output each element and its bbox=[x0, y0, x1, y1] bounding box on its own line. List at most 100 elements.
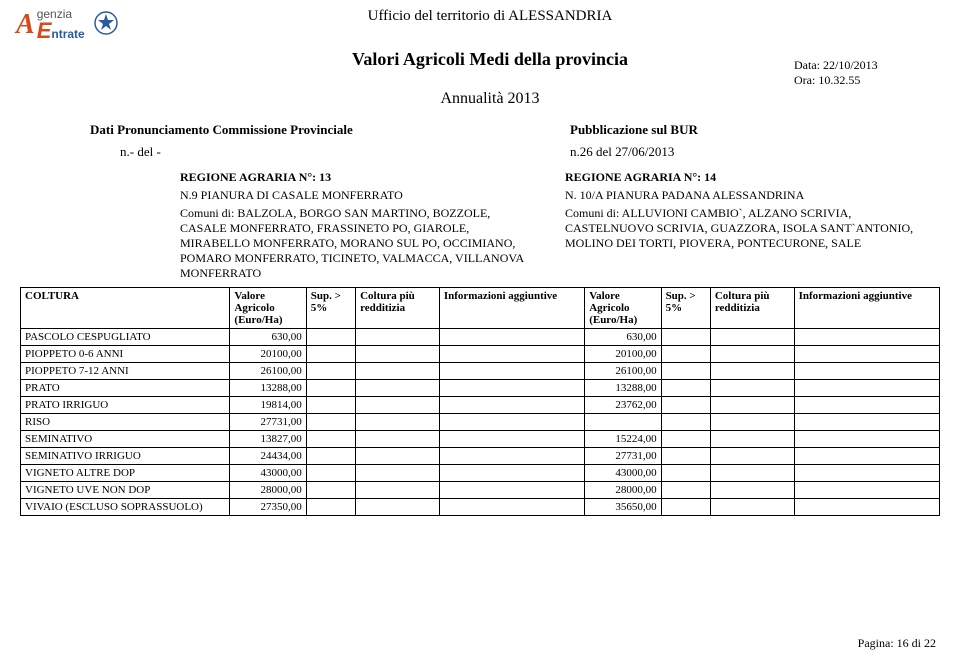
table-cell bbox=[439, 465, 584, 482]
table-cell: RISO bbox=[21, 414, 230, 431]
table-cell bbox=[439, 329, 584, 346]
col-info-b: Informazioni aggiuntive bbox=[794, 288, 939, 329]
table-cell bbox=[356, 465, 440, 482]
agency-text-bottom: ntrate bbox=[51, 28, 84, 40]
table-cell bbox=[356, 329, 440, 346]
col-coltura-piu-a: Coltura più redditizia bbox=[356, 288, 440, 329]
table-cell bbox=[794, 448, 939, 465]
table-cell bbox=[710, 329, 794, 346]
ufficio-prefix: Ufficio del territorio di bbox=[368, 8, 506, 24]
table-row: PRATO IRRIGUO19814,0023762,00 bbox=[21, 397, 940, 414]
table-cell bbox=[710, 465, 794, 482]
table-cell: 15224,00 bbox=[585, 431, 661, 448]
table-cell bbox=[661, 448, 710, 465]
table-cell bbox=[661, 329, 710, 346]
table-cell: 19814,00 bbox=[230, 397, 306, 414]
table-row: SEMINATIVO13827,00 15224,00 bbox=[21, 431, 940, 448]
table-cell: 43000,00 bbox=[230, 465, 306, 482]
table-cell bbox=[306, 482, 355, 499]
ndel-left: n.- del - bbox=[90, 144, 570, 160]
table-cell bbox=[356, 346, 440, 363]
table-cell bbox=[794, 465, 939, 482]
table-cell bbox=[710, 397, 794, 414]
table-cell bbox=[794, 431, 939, 448]
table-row: PIOPPETO 0-6 ANNI20100,0020100,00 bbox=[21, 346, 940, 363]
table-cell bbox=[794, 363, 939, 380]
col-info-a: Informazioni aggiuntive bbox=[439, 288, 584, 329]
table-row: PIOPPETO 7-12 ANNI26100,0026100,00 bbox=[21, 363, 940, 380]
table-row: VIGNETO UVE NON DOP28000,0028000,00 bbox=[21, 482, 940, 499]
col-valore-a: Valore Agricolo (Euro/Ha) bbox=[230, 288, 306, 329]
col-valore-b: Valore Agricolo (Euro/Ha) bbox=[585, 288, 661, 329]
table-cell bbox=[306, 363, 355, 380]
table-cell: PASCOLO CESPUGLIATO bbox=[21, 329, 230, 346]
agency-logo: A genzia E ntrate bbox=[16, 8, 186, 42]
table-cell: SEMINATIVO bbox=[21, 431, 230, 448]
table-cell: 13288,00 bbox=[230, 380, 306, 397]
region-title-row: REGIONE AGRARIA N°: 13 REGIONE AGRARIA N… bbox=[0, 170, 960, 185]
table-cell bbox=[710, 482, 794, 499]
table-cell bbox=[794, 329, 939, 346]
region-a-title: REGIONE AGRARIA N°: 13 bbox=[180, 170, 555, 185]
table-cell bbox=[661, 499, 710, 516]
table-cell bbox=[794, 397, 939, 414]
table-cell bbox=[710, 499, 794, 516]
table-cell bbox=[306, 329, 355, 346]
table-cell bbox=[710, 346, 794, 363]
col-coltura: COLTURA bbox=[21, 288, 230, 329]
table-cell bbox=[356, 482, 440, 499]
table-cell bbox=[661, 397, 710, 414]
region-a-name: N.9 PIANURA DI CASALE MONFERRATO bbox=[180, 188, 555, 203]
ufficio-city: ALESSANDRIA bbox=[508, 8, 612, 24]
center-titles: Ufficio del territorio di ALESSANDRIA Va… bbox=[186, 8, 794, 122]
table-cell bbox=[356, 363, 440, 380]
table-cell bbox=[356, 448, 440, 465]
pubblicazione-label: Pubblicazione sul BUR bbox=[570, 122, 870, 138]
table-cell: VIGNETO UVE NON DOP bbox=[21, 482, 230, 499]
document-title: Valori Agricoli Medi della provincia bbox=[186, 49, 794, 70]
table-cell bbox=[661, 380, 710, 397]
table-cell: 28000,00 bbox=[230, 482, 306, 499]
region-b-comuni: Comuni di: ALLUVIONI CAMBIO`, ALZANO SCR… bbox=[555, 206, 920, 281]
table-cell bbox=[356, 499, 440, 516]
table-cell: 28000,00 bbox=[585, 482, 661, 499]
date-label: Data: bbox=[794, 58, 820, 72]
table-cell bbox=[661, 482, 710, 499]
table-header-row: COLTURA Valore Agricolo (Euro/Ha) Sup. >… bbox=[21, 288, 940, 329]
region-a-comuni: Comuni di: BALZOLA, BORGO SAN MARTINO, B… bbox=[180, 206, 555, 281]
table-cell bbox=[439, 482, 584, 499]
table-cell bbox=[306, 346, 355, 363]
table-cell bbox=[439, 380, 584, 397]
page-footer: Pagina: 16 di 22 bbox=[858, 636, 936, 651]
table-cell: SEMINATIVO IRRIGUO bbox=[21, 448, 230, 465]
region-name-row: N.9 PIANURA DI CASALE MONFERRATO N. 10/A… bbox=[0, 188, 960, 203]
table-cell bbox=[794, 346, 939, 363]
table-cell bbox=[356, 414, 440, 431]
timestamp-block: Data: 22/10/2013 Ora: 10.32.55 bbox=[794, 8, 944, 88]
table-cell: 13827,00 bbox=[230, 431, 306, 448]
table-cell bbox=[439, 499, 584, 516]
header: A genzia E ntrate Ufficio del territorio… bbox=[0, 0, 960, 122]
pronunciamento-label: Dati Pronunciamento Commissione Provinci… bbox=[90, 122, 570, 138]
state-emblem-icon bbox=[93, 10, 119, 41]
table-cell bbox=[710, 448, 794, 465]
table-cell bbox=[794, 380, 939, 397]
table-cell bbox=[661, 431, 710, 448]
table-cell: 27350,00 bbox=[230, 499, 306, 516]
table-cell: 27731,00 bbox=[230, 414, 306, 431]
table-cell: 23762,00 bbox=[585, 397, 661, 414]
agency-letter-e: E bbox=[37, 20, 52, 42]
table-cell: 35650,00 bbox=[585, 499, 661, 516]
table-cell: PIOPPETO 7-12 ANNI bbox=[21, 363, 230, 380]
time-value: 10.32.55 bbox=[818, 73, 860, 87]
table-cell: 630,00 bbox=[585, 329, 661, 346]
table-cell bbox=[306, 448, 355, 465]
table-cell: 630,00 bbox=[230, 329, 306, 346]
table-cell: PRATO bbox=[21, 380, 230, 397]
table-cell: 13288,00 bbox=[585, 380, 661, 397]
table-row: PASCOLO CESPUGLIATO630,00630,00 bbox=[21, 329, 940, 346]
table-cell bbox=[306, 431, 355, 448]
time-label: Ora: bbox=[794, 73, 815, 87]
region-b-name: N. 10/A PIANURA PADANA ALESSANDRINA bbox=[555, 188, 920, 203]
table-cell bbox=[585, 414, 661, 431]
